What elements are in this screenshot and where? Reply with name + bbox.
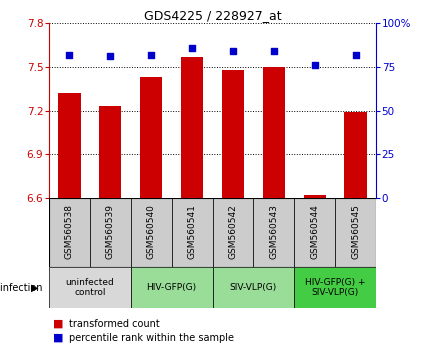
Point <box>66 52 73 57</box>
Bar <box>222 70 244 198</box>
Bar <box>49 267 131 308</box>
Text: SIV-VLP(G): SIV-VLP(G) <box>230 283 277 292</box>
Point <box>312 62 318 68</box>
Bar <box>58 93 81 198</box>
Text: GSM560538: GSM560538 <box>65 204 74 259</box>
Text: GSM560541: GSM560541 <box>187 204 196 259</box>
Bar <box>172 198 212 267</box>
Bar <box>49 198 90 267</box>
Text: ▶: ▶ <box>31 282 39 293</box>
Bar <box>131 267 212 308</box>
Text: GSM560544: GSM560544 <box>310 204 319 259</box>
Text: transformed count: transformed count <box>69 319 160 329</box>
Text: HIV-GFP(G) +
SIV-VLP(G): HIV-GFP(G) + SIV-VLP(G) <box>305 278 366 297</box>
Bar <box>99 106 122 198</box>
Bar <box>294 267 376 308</box>
Text: infection: infection <box>0 282 46 293</box>
Bar <box>303 195 326 198</box>
Text: percentile rank within the sample: percentile rank within the sample <box>69 333 234 343</box>
Text: GSM560539: GSM560539 <box>106 204 115 259</box>
Point <box>270 48 277 54</box>
Bar <box>181 57 203 198</box>
Point <box>189 45 196 50</box>
Text: GSM560543: GSM560543 <box>269 204 278 259</box>
Text: GSM560545: GSM560545 <box>351 204 360 259</box>
Bar <box>212 198 253 267</box>
Bar <box>263 67 285 198</box>
Title: GDS4225 / 228927_at: GDS4225 / 228927_at <box>144 9 281 22</box>
Bar <box>90 198 131 267</box>
Point <box>107 53 113 59</box>
Point <box>230 48 236 54</box>
Point <box>352 52 359 57</box>
Text: HIV-GFP(G): HIV-GFP(G) <box>147 283 197 292</box>
Bar <box>131 198 172 267</box>
Point <box>148 52 155 57</box>
Text: GSM560540: GSM560540 <box>147 204 156 259</box>
Bar <box>212 267 294 308</box>
Bar <box>344 112 367 198</box>
Text: uninfected
control: uninfected control <box>65 278 114 297</box>
Bar <box>253 198 294 267</box>
Bar <box>140 77 162 198</box>
Bar <box>335 198 376 267</box>
Text: ■: ■ <box>53 319 64 329</box>
Text: GSM560542: GSM560542 <box>229 204 238 259</box>
Text: ■: ■ <box>53 333 64 343</box>
Bar <box>294 198 335 267</box>
